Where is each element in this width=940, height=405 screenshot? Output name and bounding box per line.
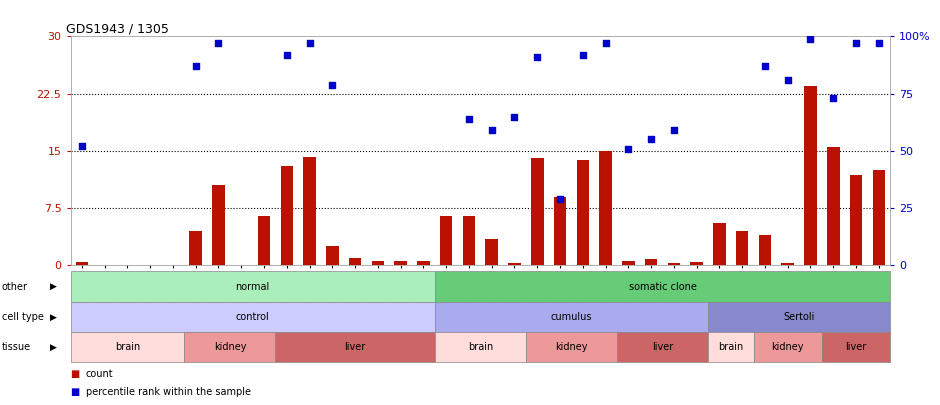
Bar xyxy=(395,262,407,265)
Bar xyxy=(99,264,111,265)
Point xyxy=(849,40,864,47)
Text: tissue: tissue xyxy=(2,342,31,352)
Bar xyxy=(759,235,771,265)
Bar xyxy=(485,239,498,265)
Point xyxy=(598,40,613,47)
Bar xyxy=(576,160,589,265)
Text: Sertoli: Sertoli xyxy=(783,312,815,322)
Bar xyxy=(667,263,681,265)
Point xyxy=(758,63,773,69)
Bar xyxy=(349,258,361,265)
Bar xyxy=(690,262,703,265)
Text: ■: ■ xyxy=(70,387,80,396)
Text: ▶: ▶ xyxy=(50,282,57,291)
Text: ■: ■ xyxy=(70,369,80,379)
Bar xyxy=(235,264,247,265)
Point xyxy=(780,77,795,83)
Point xyxy=(620,145,635,152)
Bar xyxy=(417,262,430,265)
Bar xyxy=(212,185,225,265)
Point xyxy=(279,51,294,58)
Text: brain: brain xyxy=(718,342,744,352)
Point xyxy=(188,63,203,69)
Bar xyxy=(645,259,657,265)
Point xyxy=(825,95,840,102)
Text: other: other xyxy=(2,281,28,292)
Text: normal: normal xyxy=(236,281,270,292)
Bar xyxy=(258,216,271,265)
Point xyxy=(507,113,522,120)
Text: control: control xyxy=(236,312,270,322)
Bar xyxy=(462,216,476,265)
Point xyxy=(484,127,499,134)
Bar xyxy=(280,166,293,265)
Bar xyxy=(190,231,202,265)
Point xyxy=(325,81,340,88)
Text: cell type: cell type xyxy=(2,312,44,322)
Text: ▶: ▶ xyxy=(50,312,57,322)
Bar xyxy=(144,264,156,265)
Bar xyxy=(371,262,384,265)
Bar xyxy=(872,170,885,265)
Text: percentile rank within the sample: percentile rank within the sample xyxy=(86,387,251,396)
Point xyxy=(553,196,568,202)
Point xyxy=(530,54,545,60)
Text: liver: liver xyxy=(845,342,867,352)
Bar xyxy=(509,263,521,265)
Point xyxy=(211,40,226,47)
Bar xyxy=(827,147,839,265)
Bar xyxy=(781,263,794,265)
Bar xyxy=(713,223,726,265)
Bar xyxy=(440,216,452,265)
Text: ▶: ▶ xyxy=(50,343,57,352)
Bar xyxy=(600,151,612,265)
Text: kidney: kidney xyxy=(213,342,246,352)
Bar xyxy=(736,231,748,265)
Bar xyxy=(805,86,817,265)
Text: cumulus: cumulus xyxy=(551,312,592,322)
Text: count: count xyxy=(86,369,113,379)
Point xyxy=(74,143,89,149)
Bar xyxy=(622,262,635,265)
Text: somatic clone: somatic clone xyxy=(629,281,697,292)
Text: liver: liver xyxy=(344,342,366,352)
Text: kidney: kidney xyxy=(772,342,804,352)
Bar xyxy=(326,246,338,265)
Bar xyxy=(75,262,88,265)
Point xyxy=(644,136,659,143)
Bar xyxy=(531,158,543,265)
Text: brain: brain xyxy=(115,342,140,352)
Bar xyxy=(554,197,566,265)
Text: GDS1943 / 1305: GDS1943 / 1305 xyxy=(67,22,169,35)
Point xyxy=(575,51,590,58)
Point xyxy=(803,36,818,42)
Point xyxy=(302,40,317,47)
Bar xyxy=(850,175,862,265)
Point xyxy=(666,127,681,134)
Bar xyxy=(121,264,133,265)
Text: kidney: kidney xyxy=(556,342,588,352)
Text: brain: brain xyxy=(468,342,493,352)
Bar xyxy=(304,157,316,265)
Point xyxy=(462,115,477,122)
Text: liver: liver xyxy=(651,342,673,352)
Point xyxy=(871,40,886,47)
Bar xyxy=(166,264,180,265)
